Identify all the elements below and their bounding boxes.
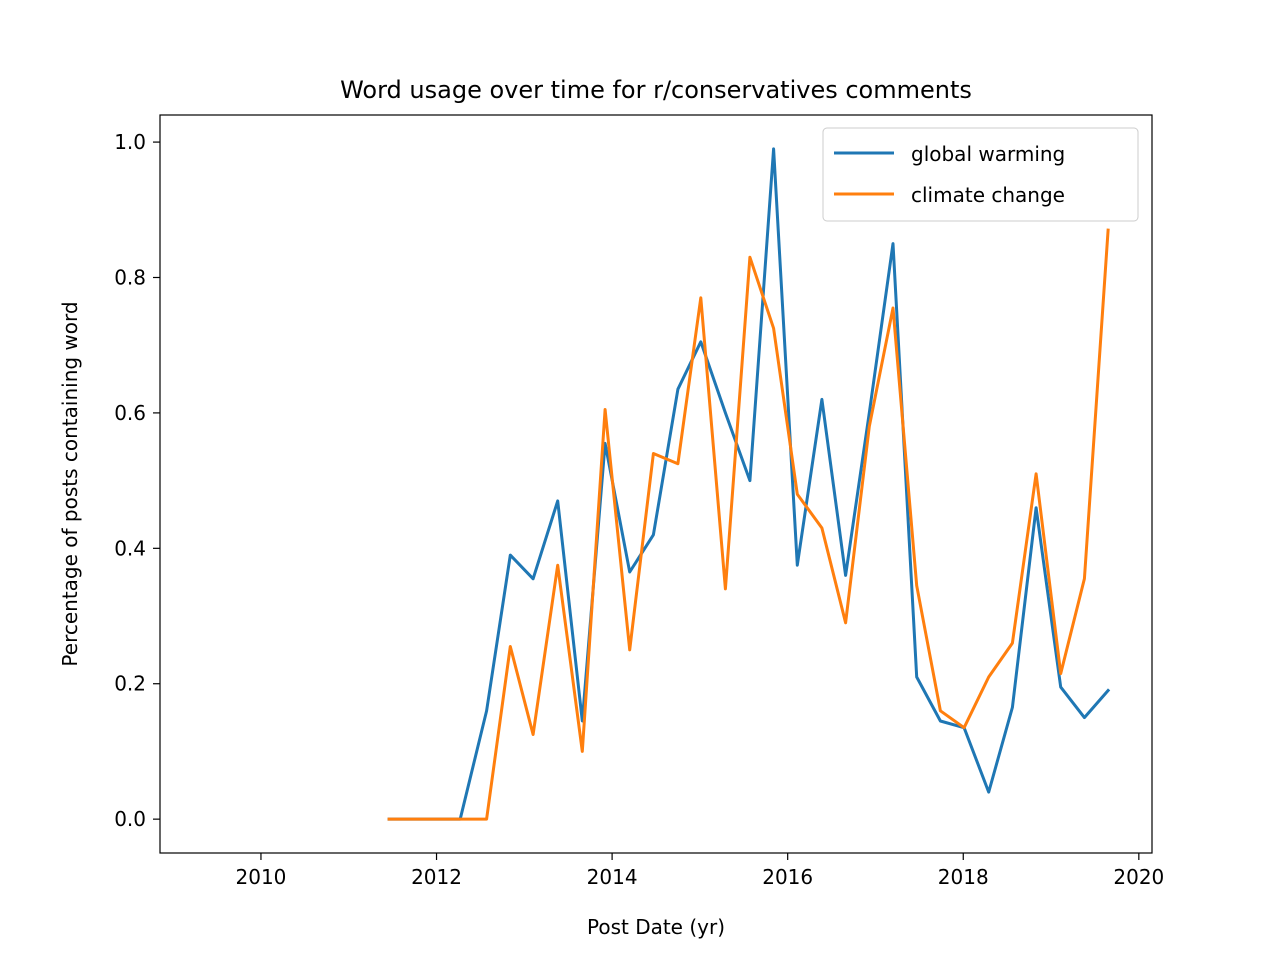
chart-title: Word usage over time for r/conservatives… bbox=[340, 76, 972, 104]
legend-label-climate-change: climate change bbox=[911, 183, 1065, 207]
x-tick-label: 2010 bbox=[236, 865, 287, 889]
plot-frame bbox=[159, 114, 1153, 854]
series-line-climate-change bbox=[387, 228, 1110, 821]
ticks-layer: 2010 2012 2014 2016 2018 2020 0.0 0.2 0.4 0.6 0.8 1… bbox=[114, 130, 1164, 889]
y-axis-label: Percentage of posts containing word bbox=[58, 301, 82, 666]
x-tick-label: 2014 bbox=[587, 865, 638, 889]
legend: global warming climate change bbox=[822, 127, 1139, 222]
lines-layer bbox=[387, 147, 1111, 821]
series-line-global-warming bbox=[387, 147, 1111, 821]
y-tick-label: 0.8 bbox=[114, 265, 146, 289]
y-tick-label: 0.2 bbox=[114, 672, 146, 696]
x-tick-label: 2020 bbox=[1113, 865, 1164, 889]
x-tick-label: 2012 bbox=[411, 865, 462, 889]
y-tick-label: 0.6 bbox=[114, 401, 146, 425]
legend-label-global-warming: global warming bbox=[911, 142, 1065, 166]
legend-frame bbox=[822, 127, 1139, 222]
y-tick-label: 1.0 bbox=[114, 130, 146, 154]
x-tick-label: 2018 bbox=[938, 865, 989, 889]
y-tick-label: 0.4 bbox=[114, 536, 146, 560]
x-axis-label: Post Date (yr) bbox=[587, 915, 725, 939]
y-tick-label: 0.0 bbox=[114, 807, 146, 831]
x-tick-label: 2016 bbox=[762, 865, 813, 889]
